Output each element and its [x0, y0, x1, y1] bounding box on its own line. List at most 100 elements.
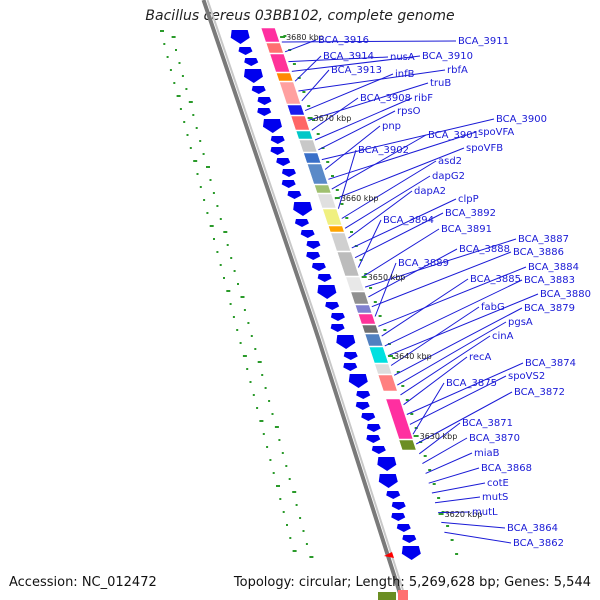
gc-dot: [269, 459, 272, 461]
genome-backbone: [201, 0, 408, 600]
leader-line: [328, 131, 477, 180]
gene-arrow: [366, 424, 381, 432]
gene-arrow: [371, 446, 386, 454]
gc-dot: [437, 497, 441, 499]
gc-dot: [279, 498, 282, 500]
gene-label: BCA_3886: [513, 247, 564, 258]
gc-dot: [160, 30, 164, 32]
cog-block: [368, 346, 389, 364]
leader-line: [378, 266, 527, 327]
gc-dot: [392, 357, 396, 359]
gc-dot: [195, 127, 198, 129]
gene-arrow: [306, 241, 321, 249]
gene-label: mutS: [482, 492, 508, 503]
gc-dot: [278, 439, 281, 441]
gene-arrow: [366, 435, 381, 443]
gc-dot: [350, 231, 353, 233]
gc-dot: [383, 329, 387, 331]
leader-line: [438, 511, 471, 514]
gc-dot: [305, 543, 308, 545]
kbp-tick-label: 3640 kbp: [394, 352, 432, 361]
gene-arrow: [325, 302, 340, 310]
gc-dot: [326, 161, 330, 163]
gc-dot: [196, 173, 199, 175]
leader-line: [441, 521, 506, 529]
gene-label: BCA_3889: [398, 258, 449, 269]
cog-block: [275, 72, 294, 82]
leader-line: [390, 306, 480, 366]
cog-block: [361, 324, 380, 334]
kbp-tick-label: 3650 kbp: [368, 273, 406, 282]
gc-dot: [432, 483, 436, 485]
gc-dot: [281, 452, 284, 454]
gene-label: BCA_3892: [445, 208, 496, 219]
gene-label: BCA_3875: [446, 378, 497, 389]
gc-dot: [295, 504, 298, 506]
gc-dot: [246, 368, 249, 370]
gene-label: asd2: [438, 156, 462, 167]
gene-label: BCA_3908: [360, 93, 411, 104]
leader-line: [331, 134, 427, 190]
gc-dot: [240, 296, 245, 298]
gene-arrow: [251, 86, 266, 94]
genome-title: Bacillus cereus 03BB102, complete genome: [145, 8, 455, 24]
gc-dot: [219, 218, 222, 220]
leader-line: [298, 69, 446, 92]
cog-block: [260, 27, 281, 43]
gc-dot: [396, 371, 400, 373]
gc-dot: [178, 62, 181, 64]
cog-block: [330, 232, 352, 252]
gene-arrow: [293, 202, 313, 216]
gene-arrow: [257, 108, 272, 116]
gc-dot: [450, 539, 454, 541]
gc-dot: [252, 394, 255, 396]
gc-dot: [247, 322, 250, 324]
gene-arrow: [336, 335, 356, 349]
gc-dot: [264, 387, 267, 389]
gc-dot: [206, 166, 210, 168]
leader-line: [418, 422, 461, 455]
gc-dot: [237, 283, 239, 285]
leader-line: [301, 69, 330, 102]
gc-dot: [410, 413, 414, 415]
leader-line: [311, 97, 359, 131]
gene-arrow: [330, 324, 345, 332]
kbp-tick-label: 3620 kbp: [445, 510, 483, 519]
gc-dot: [202, 153, 205, 155]
leader-line: [409, 375, 507, 425]
gene-arrow: [343, 352, 358, 360]
leader-line: [288, 56, 389, 63]
gene-label: BCA_3913: [331, 65, 382, 76]
gene-label: rpsO: [397, 106, 421, 117]
gene-label: BCA_3868: [481, 463, 532, 474]
gene-arrow: [343, 363, 358, 371]
cog-block: [306, 163, 329, 185]
leader-line: [334, 147, 465, 200]
gc-dot: [282, 511, 285, 513]
gene-arrow: [361, 413, 376, 421]
gc-dot: [378, 315, 382, 317]
gc-dot: [369, 287, 373, 289]
gc-dot: [373, 301, 377, 303]
gc-dot: [163, 43, 166, 45]
cog-block: [269, 53, 291, 73]
gene-label: pgsA: [508, 317, 533, 328]
cog-block: [313, 184, 332, 194]
cog-block: [385, 398, 414, 440]
gc-dot: [209, 179, 212, 181]
backbone-shadow: [206, 0, 408, 600]
cog-color-blocks: [260, 27, 417, 451]
gene-label: pnp: [382, 121, 401, 132]
leader-line: [304, 73, 394, 112]
cog-block: [317, 193, 337, 209]
gene-arrow: [230, 30, 250, 44]
gc-dot: [266, 446, 269, 448]
gc-dot: [345, 217, 349, 219]
gene-label: BCA_3874: [525, 358, 576, 369]
gc-dot: [259, 420, 264, 422]
kbp-tick-label: 3670 kbp: [314, 114, 352, 123]
gene-arrow: [317, 285, 337, 299]
gene-arrow: [244, 58, 259, 66]
gc-dot: [189, 147, 192, 149]
gene-arrow: [257, 97, 272, 105]
